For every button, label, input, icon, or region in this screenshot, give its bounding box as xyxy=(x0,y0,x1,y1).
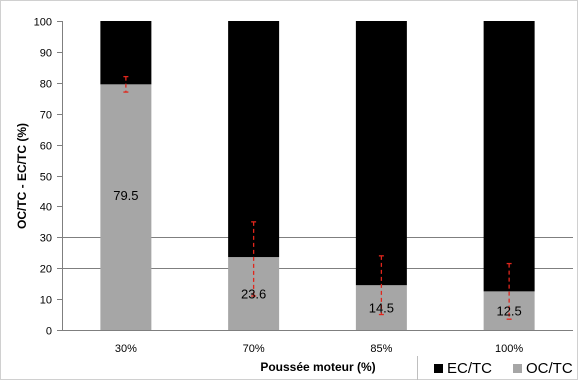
data-label-2: 23.6 xyxy=(241,287,266,302)
y-tick-label-80: 80 xyxy=(40,79,52,91)
axes: 0 10 20 30 40 50 60 70 80 90 100 30% 70% 85% 100% xyxy=(34,17,573,355)
bar-ec-tc-3 xyxy=(355,21,407,286)
bar-oc-tc-4 xyxy=(483,291,535,330)
legend-swatch-2 xyxy=(513,364,522,373)
y-tick-label-40: 40 xyxy=(40,202,52,214)
y-tick-label-20: 20 xyxy=(40,264,52,276)
x-tick-label-3: 85% xyxy=(370,343,392,355)
y-tick-label-50: 50 xyxy=(40,172,52,184)
bar-ec-tc-2 xyxy=(228,21,280,258)
y-tick-label-70: 70 xyxy=(40,110,52,122)
error-bars xyxy=(123,75,512,320)
data-label-3: 14.5 xyxy=(369,301,394,316)
x-axis-title: Poussée moteur (%) xyxy=(260,360,375,374)
x-tick-label-2: 70% xyxy=(243,343,265,355)
bar-ec-tc-1 xyxy=(100,21,152,85)
legend-swatch-1 xyxy=(434,364,443,373)
legend: EC/TC OC/TC xyxy=(434,360,573,377)
bar-oc-tc-1 xyxy=(100,84,152,330)
y-axis-title: OC/TC - EC/TC (%) xyxy=(15,123,29,229)
x-tick-label-1: 30% xyxy=(115,343,137,355)
y-tick-label-60: 60 xyxy=(40,141,52,153)
x-tick-label-4: 100% xyxy=(495,343,523,355)
y-tick-label-100: 100 xyxy=(34,17,52,29)
y-tick-label-30: 30 xyxy=(40,233,52,245)
data-label-1: 79.5 xyxy=(113,188,138,203)
y-tick-label-0: 0 xyxy=(46,326,52,338)
legend-label-2: OC/TC xyxy=(526,360,573,377)
y-tick-label-10: 10 xyxy=(40,295,52,307)
data-labels: 79.5 23.6 14.5 12.5 xyxy=(113,188,522,319)
bar-ec-tc-4 xyxy=(483,21,535,292)
legend-label-1: EC/TC xyxy=(447,360,492,377)
data-label-4: 12.5 xyxy=(496,304,521,319)
y-tick-label-90: 90 xyxy=(40,48,52,60)
